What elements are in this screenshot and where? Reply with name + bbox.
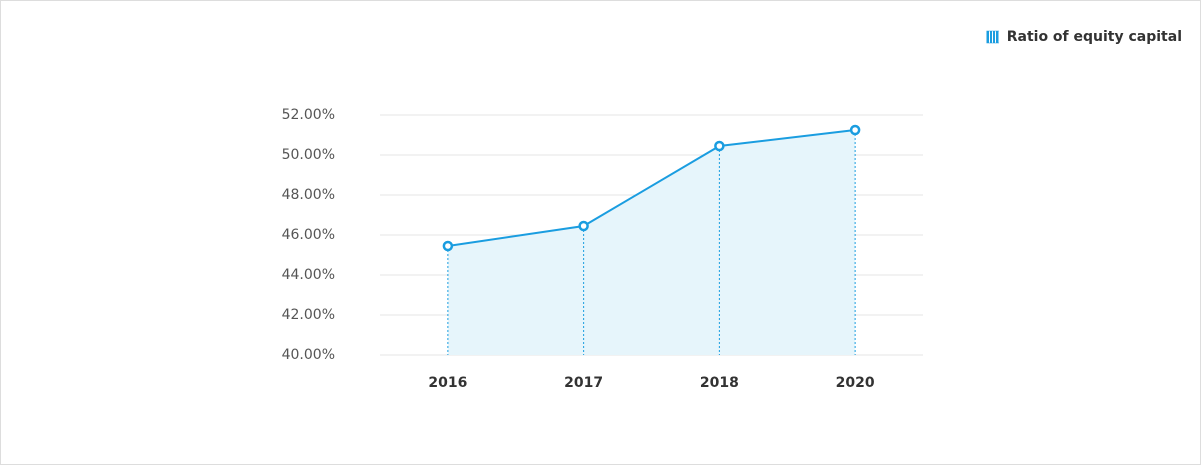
y-tick-label: 50.00% bbox=[282, 147, 335, 163]
y-tick-label: 46.00% bbox=[282, 227, 335, 243]
x-tick-label: 2020 bbox=[836, 375, 875, 391]
x-tick-label: 2016 bbox=[428, 375, 467, 391]
legend-swatch bbox=[986, 30, 999, 44]
x-tick-label: 2017 bbox=[564, 375, 603, 391]
legend-label: Ratio of equity capital bbox=[1007, 29, 1182, 45]
x-tick-label: 2018 bbox=[700, 375, 739, 391]
line bbox=[447, 129, 856, 247]
y-tick-label: 44.00% bbox=[282, 267, 335, 283]
point bbox=[849, 124, 861, 136]
point bbox=[442, 240, 454, 252]
point bbox=[578, 220, 589, 232]
y-tick-label: 52.00% bbox=[282, 107, 335, 123]
area bbox=[447, 130, 856, 355]
point bbox=[714, 140, 725, 152]
y-tick-label: 48.00% bbox=[282, 187, 335, 203]
y-tick-label: 42.00% bbox=[282, 307, 335, 323]
y-tick-label: 40.00% bbox=[282, 347, 335, 363]
